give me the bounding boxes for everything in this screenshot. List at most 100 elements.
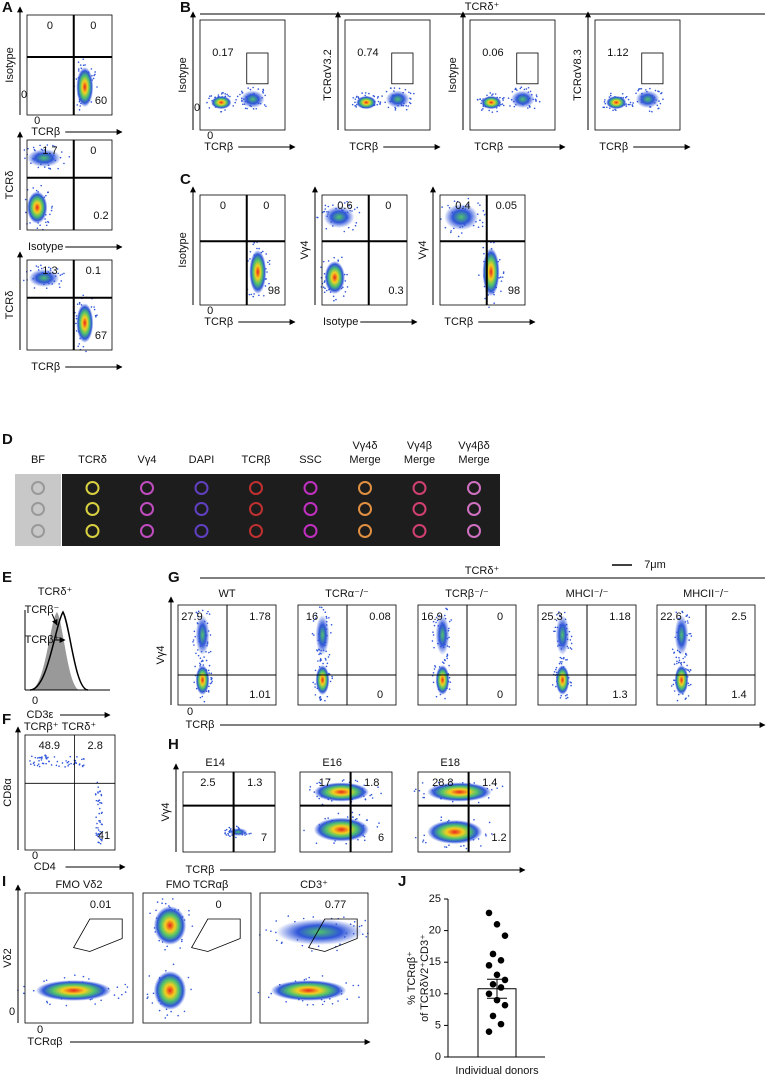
donor-point [489, 950, 497, 958]
cell-dot [328, 653, 331, 656]
donor-point [497, 1020, 505, 1028]
plot-title: CD3⁺ [300, 879, 328, 891]
cell-dot [457, 235, 460, 238]
cell-dot [309, 786, 312, 788]
cell-dot [376, 103, 379, 106]
column-title: Vγ4β [407, 440, 432, 452]
cell-dot [443, 658, 446, 661]
cell-dot [82, 345, 85, 348]
density-cloud [313, 782, 369, 802]
gate-value: 0 [497, 611, 503, 623]
gate-value: 2.5 [200, 777, 215, 789]
cell-dot [689, 632, 692, 635]
cell-dot [147, 996, 149, 998]
cell-dot [569, 647, 572, 649]
cell-image [412, 481, 427, 495]
cell-dot [77, 345, 80, 348]
cell-dot [315, 842, 318, 845]
cell-dot [320, 266, 322, 268]
cell-dot [421, 782, 424, 784]
cell-dot [268, 259, 271, 262]
cell-dot [409, 92, 412, 95]
cell-dot [45, 224, 48, 227]
cell-dot [49, 267, 52, 270]
cell-dot [501, 103, 504, 105]
cell-dot [207, 610, 209, 613]
plot-title: MHCI⁻/⁻ [566, 588, 609, 600]
cell-dot [570, 635, 573, 638]
cell-dot [100, 999, 102, 1002]
cell-dot [76, 756, 78, 758]
cell-dot [263, 104, 266, 106]
cell-dot [197, 615, 199, 618]
cell-dot [256, 247, 258, 250]
cell-dot [48, 167, 50, 169]
density-cloud [385, 90, 410, 108]
cell-dot [686, 669, 689, 671]
cell-dot [490, 788, 493, 791]
x-zero-label: 0 [207, 130, 213, 142]
cell-dot [686, 620, 689, 622]
cell-dot [316, 782, 318, 785]
cell-dot [323, 291, 326, 294]
cell-dot [96, 822, 98, 825]
cell-dot [29, 222, 31, 224]
cell-dot [220, 110, 222, 113]
cell-dot [53, 756, 56, 758]
cell-dot [324, 657, 327, 660]
density-cloud [674, 615, 689, 655]
cell-dot [444, 226, 447, 229]
cell-dot [621, 92, 624, 95]
cell-image [412, 524, 427, 538]
x-axis-label: TCRβ [349, 141, 378, 153]
cell-dot [313, 634, 315, 636]
cell-image [467, 481, 481, 495]
cell-dot [324, 817, 326, 820]
cell-dot [49, 1003, 51, 1006]
cell-dot [553, 670, 556, 673]
cell-dot [321, 1003, 324, 1006]
cell-dot [46, 1001, 49, 1004]
cell-dot [46, 144, 49, 146]
cell-image [85, 502, 100, 516]
cell-dot [285, 1000, 287, 1003]
cell-dot [100, 839, 103, 842]
cell-dot [327, 205, 330, 208]
cell-dot [606, 106, 608, 109]
x-axis-label: TCRβ [599, 141, 628, 153]
cell-dot [99, 842, 102, 845]
cell-dot [207, 669, 210, 672]
cell-dot [35, 265, 38, 267]
donor-point [489, 1012, 497, 1020]
cell-dot [408, 101, 411, 104]
gate-value: 98 [268, 285, 280, 297]
cell-dot [377, 100, 380, 103]
cell-dot [268, 263, 271, 265]
cell-dot [311, 632, 314, 635]
cell-dot [688, 670, 691, 673]
cell-dot [519, 87, 522, 90]
cell-dot [92, 77, 95, 80]
cell-image [194, 524, 209, 538]
cell-dot [152, 992, 155, 995]
cell-dot [262, 92, 265, 94]
cell-dot [435, 695, 438, 698]
cell-dot [46, 191, 49, 194]
cell-dot [29, 760, 31, 762]
pointer [51, 613, 58, 626]
density-cloud [270, 980, 347, 1001]
cell-image [303, 524, 318, 538]
cell-dot [197, 610, 200, 613]
cell-dot [31, 755, 33, 758]
cell-dot [227, 834, 230, 836]
cell-dot [570, 684, 572, 687]
cell-dot [370, 793, 373, 796]
gate-value: 48.9 [39, 740, 60, 752]
cell-dot [321, 975, 324, 977]
cell-dot [555, 613, 558, 616]
cell-dot [41, 757, 43, 759]
cell-dot [448, 688, 451, 690]
cell-dot [329, 680, 332, 683]
cell-dot [331, 1002, 334, 1005]
cell-dot [631, 105, 634, 107]
